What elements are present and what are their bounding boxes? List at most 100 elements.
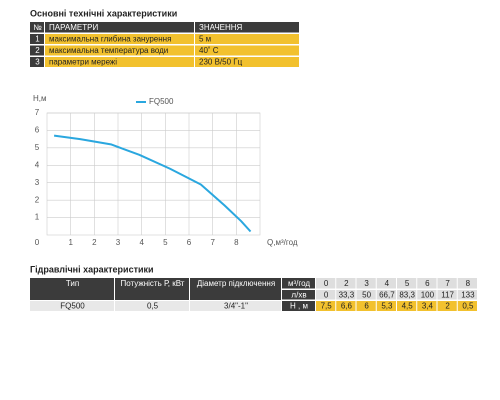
table-cell (336, 290, 356, 300)
cell-text: 230 В/50 Гц (199, 58, 243, 67)
cell-text: 2 (344, 279, 349, 288)
cell-text: 3 (35, 58, 40, 67)
table-cell (30, 57, 44, 67)
plot-frame (46, 112, 261, 236)
cell-text: 100 (421, 290, 435, 299)
table-cell (316, 290, 336, 300)
table-cell (376, 278, 396, 289)
cell-text: 66,7 (379, 290, 395, 299)
table-cell (457, 301, 477, 311)
table-cell (30, 34, 44, 44)
cell-text: максимальна глибина занурення (49, 35, 171, 44)
x-tick-label: 5 (163, 238, 168, 247)
y-tick-label: 7 (35, 108, 40, 117)
section-title: Основні технічні характеристики (30, 8, 177, 18)
table-cell (30, 22, 44, 33)
cell-text: 50 (362, 290, 371, 299)
cell-text: Тип (66, 279, 79, 288)
table-cell (195, 22, 299, 33)
cell-text: ПАРАМЕТРИ (49, 23, 98, 32)
cell-text: 0,5 (462, 302, 474, 311)
cell-text: 3/4"-1" (224, 302, 248, 311)
cell-text: 2 (35, 46, 40, 55)
cell-text: 1 (35, 35, 40, 44)
table-cell (457, 278, 477, 289)
cell-text: 4,5 (402, 302, 414, 311)
cell-text: 0 (324, 279, 329, 288)
table-cell (437, 278, 457, 289)
table-cell (115, 278, 189, 300)
table-cell (316, 278, 336, 289)
y-axis-label: H,м (33, 94, 47, 103)
table-cell (397, 301, 417, 311)
x-axis-label: Q,м³/год (267, 238, 298, 247)
table-cell (190, 301, 281, 311)
table-cell (316, 301, 336, 311)
cell-text: FQ500 (60, 302, 85, 311)
table-cell (417, 301, 437, 311)
cell-text: 5,3 (381, 302, 393, 311)
y-tick-label: 4 (35, 160, 40, 169)
cell-text: 117 (441, 290, 454, 299)
table-cell (195, 45, 299, 56)
table-cell (397, 290, 417, 300)
y-tick-label: 5 (35, 143, 40, 152)
y-tick-label: 6 (35, 126, 40, 135)
cell-text: 40˚ C (199, 46, 219, 55)
cell-text: Н , м (290, 302, 308, 311)
section-title: Гідравлічні характеристики (30, 264, 154, 274)
cell-text: 33,3 (339, 290, 355, 299)
cell-text: 6 (364, 302, 369, 311)
table-cell (45, 57, 194, 67)
table-cell (195, 57, 299, 67)
cell-text: 4 (385, 279, 390, 288)
cell-text: максимальна температура води (49, 46, 168, 55)
table-cell (45, 22, 194, 33)
x-tick-label: 8 (234, 238, 239, 247)
table-cell (417, 278, 437, 289)
x-tick-label: 1 (68, 238, 73, 247)
cell-text: 133 (461, 290, 475, 299)
table-cell (397, 278, 417, 289)
table-cell (457, 290, 477, 300)
cell-text: 5 (405, 279, 410, 288)
table-cell (282, 290, 315, 300)
cell-text: ЗНАЧЕННЯ (199, 23, 243, 32)
line-series (53, 134, 252, 233)
cell-text: 6,6 (341, 302, 353, 311)
cell-text: 3 (364, 279, 369, 288)
cell-text: параметри мережі (49, 58, 117, 67)
table-cell (30, 45, 44, 56)
table-cell (45, 45, 194, 56)
cell-text: 7,5 (321, 302, 333, 311)
cell-text: 83,3 (399, 290, 415, 299)
y-tick-label: 1 (35, 213, 40, 222)
table-cell (376, 290, 396, 300)
table-cell (30, 278, 114, 300)
y-tick-label: 2 (35, 195, 40, 204)
table-cell (282, 301, 315, 311)
cell-text: 7 (445, 279, 450, 288)
cell-text: Діаметр підключення (197, 279, 275, 288)
table-cell (356, 278, 376, 289)
table-cell (356, 301, 376, 311)
x-tick-label: 2 (92, 238, 97, 247)
cell-text: л/хв (291, 290, 306, 299)
y-tick-label: 3 (35, 178, 40, 187)
cell-text: 3,4 (422, 302, 434, 311)
table-cell (195, 34, 299, 44)
table-cell (376, 301, 396, 311)
x-tick-label: 7 (210, 238, 215, 247)
cell-text: 8 (466, 279, 471, 288)
table-cell (437, 290, 457, 300)
cell-text: № (33, 23, 42, 32)
x-tick-label: 6 (187, 238, 192, 247)
x-tick-label: 4 (139, 238, 144, 247)
table-cell (45, 34, 194, 44)
table-cell (115, 301, 189, 311)
table-cell (190, 278, 281, 300)
cell-text: м³/год (288, 279, 310, 288)
table-cell (282, 278, 315, 289)
table-cell (356, 290, 376, 300)
cell-text: 6 (425, 279, 430, 288)
